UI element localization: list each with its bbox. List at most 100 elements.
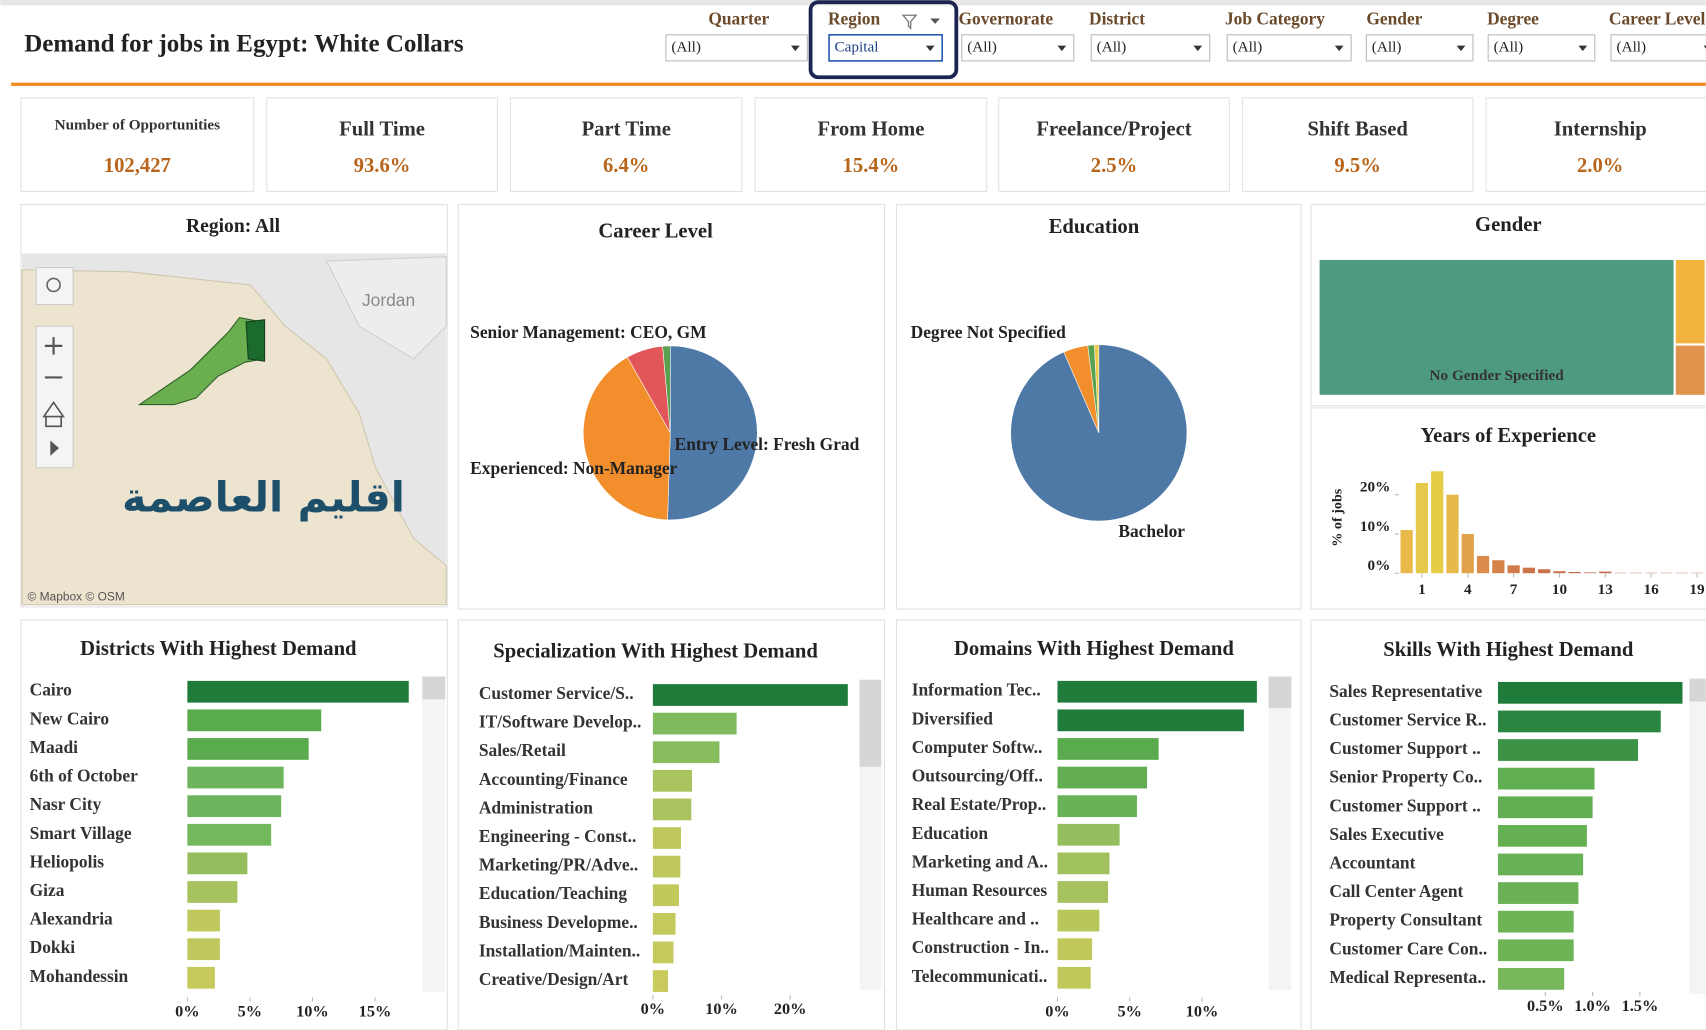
kpi-value: 93.6% [354, 155, 411, 177]
bar [187, 967, 215, 989]
bar [1498, 882, 1578, 904]
filter-label: Career Level [1609, 9, 1706, 29]
capital-region-core [246, 320, 264, 361]
bar [187, 709, 321, 731]
bar [653, 970, 668, 992]
histogram-bar [1584, 572, 1596, 573]
category-label: Alexandria [30, 909, 113, 929]
histogram-bar [1569, 572, 1581, 573]
category-label: Smart Village [30, 823, 132, 843]
scroll-thumb[interactable] [860, 680, 882, 767]
map-panel: Jordan اقليم العاصمة © Mapbox © OSM Regi… [21, 204, 447, 606]
category-label: Cairo [30, 680, 72, 700]
kpi-label: Part Time [582, 118, 671, 140]
kpi-card [755, 98, 987, 192]
histogram-bar [1553, 571, 1565, 573]
bar [1057, 938, 1092, 960]
bar [1057, 709, 1243, 731]
bar [1057, 881, 1108, 903]
bar [1057, 738, 1158, 760]
category-label: Healthcare and .. [912, 909, 1039, 929]
category-label: Installation/Mainten.. [479, 940, 640, 960]
category-label: Diversified [912, 708, 993, 728]
kpi-value: 9.5% [1334, 155, 1380, 177]
filter-value: (All) [1494, 38, 1524, 55]
category-label: IT/Software Develop.. [479, 712, 641, 732]
bar [1498, 768, 1595, 790]
category-label: Administration [479, 797, 593, 817]
category-label: Mohandessin [30, 966, 129, 986]
pie-label: Degree Not Specified [911, 322, 1067, 342]
category-label: Creative/Design/Art [479, 969, 629, 989]
filter-label: Region [828, 9, 881, 29]
scroll-track[interactable] [422, 677, 445, 992]
bar [1498, 796, 1593, 818]
category-label: New Cairo [30, 708, 110, 728]
category-label: Sales Executive [1329, 824, 1444, 844]
filter-value: (All) [967, 38, 997, 55]
category-label: Call Center Agent [1329, 881, 1463, 901]
bar [1057, 824, 1119, 846]
filter-value: (All) [1617, 38, 1647, 55]
x-tick-label: 10% [705, 999, 738, 1018]
x-tick-label: 0% [641, 999, 665, 1018]
y-tick-label: 10% [1360, 518, 1390, 535]
bar [653, 827, 681, 849]
bar [1498, 939, 1574, 961]
x-tick-label: 15% [359, 1001, 392, 1020]
category-label: Giza [30, 880, 65, 900]
scroll-track[interactable] [1689, 679, 1705, 994]
category-label: Nasr City [30, 794, 102, 814]
y-tick-label: 20% [1360, 479, 1390, 496]
filter-value: (All) [1233, 38, 1263, 55]
kpi-card [510, 98, 742, 192]
histogram-bar [1446, 495, 1458, 573]
kpi-value: 2.0% [1577, 155, 1623, 177]
bar [653, 856, 680, 878]
kpi-card [21, 98, 254, 192]
filter-label: Governorate [959, 9, 1054, 29]
bar [653, 684, 848, 706]
bar [187, 852, 247, 874]
category-label: Customer Service R.. [1329, 709, 1486, 729]
map-search[interactable] [36, 268, 73, 305]
chart-title: Districts With Highest Demand [80, 638, 357, 660]
filter-label: Job Category [1225, 9, 1325, 29]
bar [653, 713, 737, 735]
category-label: Senior Property Co.. [1329, 767, 1482, 787]
treemap-cell [1675, 259, 1706, 345]
map-attribution: © Mapbox © OSM [27, 589, 124, 603]
category-label: Education/Teaching [479, 883, 627, 903]
category-label: Education [912, 823, 989, 843]
scroll-thumb[interactable] [422, 677, 445, 700]
filter-label: Quarter [708, 9, 769, 29]
x-tick-label: 4 [1464, 581, 1472, 598]
category-label: Property Consultant [1329, 910, 1482, 930]
bar [1498, 968, 1564, 990]
x-tick-label: 1 [1418, 581, 1426, 598]
scroll-thumb[interactable] [1689, 679, 1705, 702]
filter-label: Degree [1487, 9, 1539, 29]
bar [653, 913, 676, 935]
bar [653, 799, 691, 821]
scroll-track[interactable] [1268, 677, 1291, 990]
bar [187, 881, 237, 903]
category-label: Dokki [30, 937, 76, 957]
filter-label: District [1089, 9, 1145, 29]
bar [1057, 852, 1109, 874]
x-tick-label: 10% [296, 1001, 329, 1020]
filter-value: (All) [1372, 38, 1402, 55]
category-label: Telecommunicati.. [912, 966, 1048, 986]
category-label: Accountant [1329, 852, 1415, 872]
category-label: Accounting/Finance [479, 769, 628, 789]
category-label: Engineering - Const.. [479, 826, 636, 846]
kpi-label: Freelance/Project [1036, 118, 1191, 140]
filter-value: (All) [1097, 38, 1127, 55]
scroll-thumb[interactable] [1268, 677, 1291, 709]
category-label: Human Resources [912, 880, 1048, 900]
x-tick-label: 10% [1186, 1001, 1219, 1020]
page: Demand for jobs in Egypt: White Collars … [0, 0, 1706, 1030]
map-country-label: Jordan [362, 290, 415, 310]
bar [1057, 910, 1099, 932]
bar [1498, 739, 1638, 761]
